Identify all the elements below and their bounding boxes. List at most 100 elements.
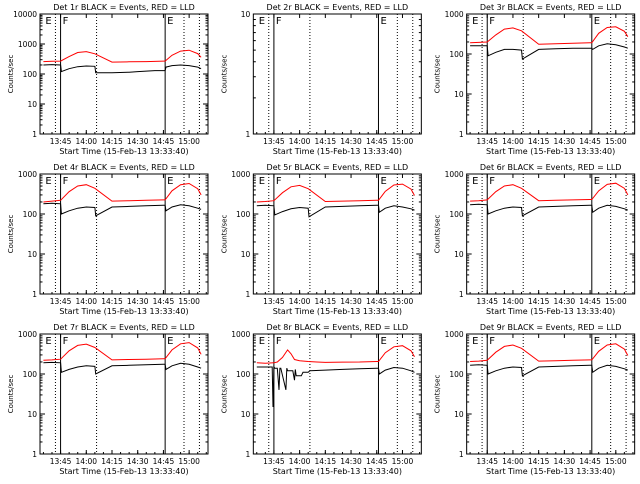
x-tick-label: 13:45 — [50, 297, 72, 306]
x-tick-label: 14:45 — [366, 457, 388, 466]
x-tick-label: 14:15 — [101, 137, 123, 146]
chart-title: Det 8r BLACK = Events, RED = LLD — [267, 323, 409, 332]
y-tick-label: 10 — [454, 90, 464, 99]
series-line-lld — [256, 183, 415, 203]
y-tick-label: 10000 — [13, 10, 37, 19]
y-tick-label: 10 — [27, 100, 37, 109]
chart-title: Det 7r BLACK = Events, RED = LLD — [53, 323, 195, 332]
x-tick-label: 14:15 — [528, 457, 550, 466]
y-tick-label: 1 — [32, 130, 37, 139]
x-tick-label: 14:45 — [579, 457, 601, 466]
plot-frame — [39, 333, 209, 455]
x-tick-label: 14:30 — [127, 137, 149, 146]
flag-label: E — [380, 16, 386, 27]
x-tick-label: 14:30 — [127, 297, 149, 306]
flag-label: F — [63, 336, 69, 347]
y-tick-label: 10 — [27, 410, 37, 419]
x-tick-label: 14:45 — [153, 137, 175, 146]
x-tick-label: 14:30 — [340, 137, 362, 146]
series-line-lld — [470, 26, 629, 45]
x-tick-label: 14:00 — [289, 457, 311, 466]
plot-frame — [252, 13, 422, 135]
y-tick-label: 1 — [32, 290, 37, 299]
x-tick-label: 14:30 — [554, 297, 576, 306]
x-tick-label: 15:00 — [392, 297, 414, 306]
x-tick-label: 13:45 — [50, 457, 72, 466]
chart-panel-det-9: Det 9r BLACK = Events, RED = LLD 1 10 100 10… — [434, 323, 636, 476]
y-tick-label: 1000 — [445, 330, 464, 339]
chart-title: Det 2r BLACK = Events, RED = LLD — [267, 3, 409, 12]
flag-label: E — [594, 336, 600, 347]
flag-label: E — [472, 336, 478, 347]
x-axis-label: Start Time (15-Feb-13 13:33:40) — [273, 467, 402, 476]
y-tick-label: 10 — [241, 410, 251, 419]
chart-panel-det-4: Det 4r BLACK = Events, RED = LLD 1 10 100 10… — [7, 163, 209, 316]
x-tick-label: 14:15 — [101, 297, 123, 306]
series-line-lld — [43, 49, 202, 63]
x-tick-label: 14:00 — [289, 297, 311, 306]
y-tick-label: 1000 — [18, 170, 37, 179]
y-tick-label: 1000 — [445, 170, 464, 179]
x-axis-label: Start Time (15-Feb-13 13:33:40) — [486, 147, 615, 156]
y-tick-label: 10 — [241, 250, 251, 259]
x-tick-label: 15:00 — [178, 137, 200, 146]
y-tick-label: 10 — [454, 250, 464, 259]
x-axis-label: Start Time (15-Feb-13 13:33:40) — [486, 307, 615, 316]
flag-label: E — [167, 16, 173, 27]
y-tick-label: 100 — [23, 70, 38, 79]
flag-label: E — [259, 16, 265, 27]
flag-label: E — [259, 336, 265, 347]
y-axis-label: Counts/sec — [434, 375, 442, 414]
x-tick-label: 14:15 — [101, 457, 123, 466]
x-tick-label: 14:45 — [153, 457, 175, 466]
flag-label: F — [489, 176, 495, 187]
y-tick-label: 1 — [246, 450, 251, 459]
y-tick-label: 10 — [27, 250, 37, 259]
x-tick-label: 14:00 — [502, 297, 524, 306]
x-tick-label: 14:30 — [554, 457, 576, 466]
y-tick-label: 100 — [449, 370, 464, 379]
x-axis-label: Start Time (15-Feb-13 13:33:40) — [59, 467, 188, 476]
x-tick-label: 13:45 — [476, 297, 498, 306]
plot-frame — [466, 13, 636, 135]
y-axis-label: Counts/sec — [434, 55, 442, 94]
x-tick-label: 15:00 — [392, 457, 414, 466]
x-tick-label: 15:00 — [605, 137, 627, 146]
plot-frame — [252, 333, 422, 455]
flag-label: E — [472, 16, 478, 27]
series-line-events — [256, 204, 415, 218]
y-axis-label: Counts/sec — [220, 215, 228, 254]
x-tick-label: 14:00 — [502, 457, 524, 466]
x-tick-label: 15:00 — [392, 137, 414, 146]
chart-title: Det 4r BLACK = Events, RED = LLD — [53, 163, 195, 172]
flag-label: E — [45, 16, 51, 27]
y-tick-label: 1000 — [18, 40, 37, 49]
flag-label: E — [167, 336, 173, 347]
x-tick-label: 14:45 — [366, 137, 388, 146]
y-axis-label: Counts/sec — [7, 215, 15, 254]
plot-frame — [252, 173, 422, 295]
x-tick-label: 15:00 — [178, 297, 200, 306]
chart-panel-det-5: Det 5r BLACK = Events, RED = LLD 1 10 100 10… — [220, 163, 422, 316]
x-axis-label: Start Time (15-Feb-13 13:33:40) — [486, 467, 615, 476]
chart-title: Det 5r BLACK = Events, RED = LLD — [267, 163, 409, 172]
series-line-events — [43, 202, 202, 217]
series-line-lld — [470, 182, 629, 202]
y-tick-label: 1000 — [18, 330, 37, 339]
x-tick-label: 13:45 — [476, 137, 498, 146]
chart-title: Det 3r BLACK = Events, RED = LLD — [480, 3, 622, 12]
y-axis-label: Counts/sec — [220, 375, 228, 414]
x-tick-label: 14:45 — [153, 297, 175, 306]
flag-label: E — [167, 176, 173, 187]
x-tick-label: 14:00 — [75, 457, 97, 466]
y-tick-label: 100 — [236, 370, 251, 379]
x-tick-label: 14:00 — [502, 137, 524, 146]
x-tick-label: 14:30 — [554, 137, 576, 146]
y-tick-label: 10 — [241, 10, 251, 19]
flag-label: F — [489, 16, 495, 27]
x-tick-label: 14:00 — [75, 297, 97, 306]
flag-label: E — [45, 336, 51, 347]
x-tick-label: 14:15 — [315, 137, 337, 146]
x-tick-label: 14:15 — [315, 297, 337, 306]
